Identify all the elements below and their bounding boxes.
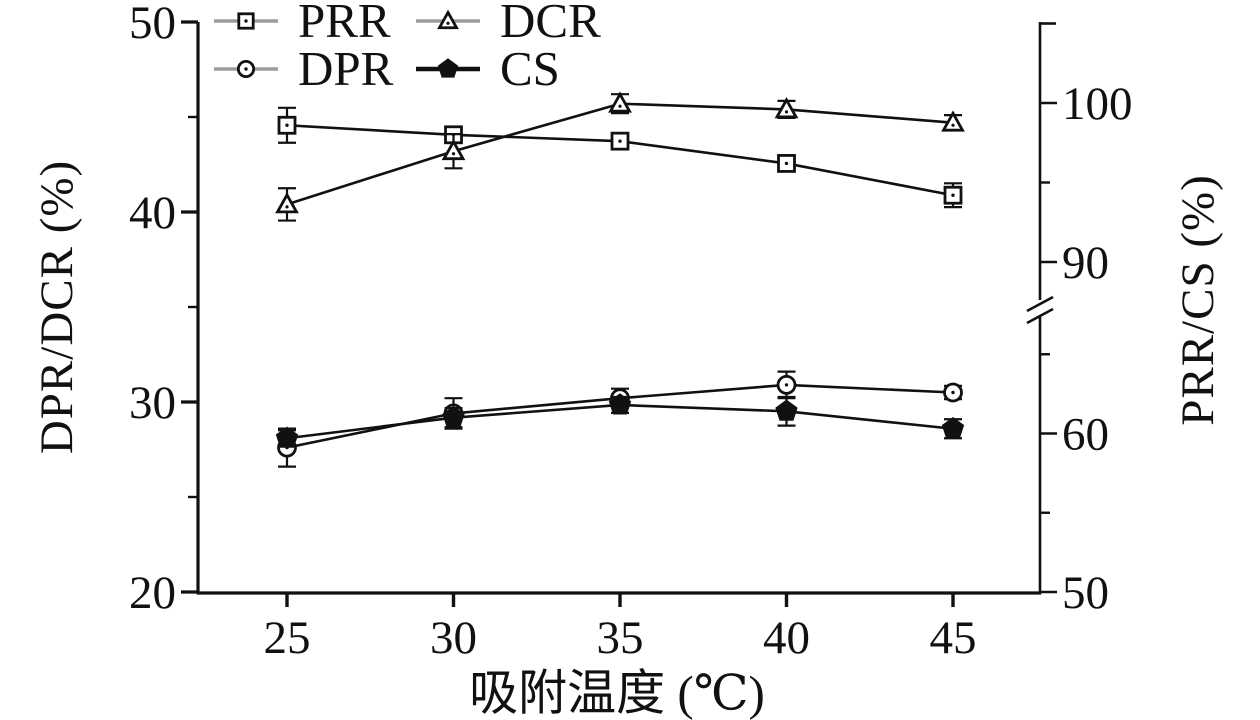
x-tick-label: 25 (264, 612, 311, 664)
legend-entry-dpr: DPR (212, 41, 414, 96)
x-tick-label: 35 (597, 612, 644, 664)
legend-label-dpr: DPR (298, 41, 394, 96)
left-tick-label: 20 (129, 567, 176, 619)
legend-label-cs: CS (500, 41, 560, 96)
legend-marker-prr-icon (214, 12, 278, 30)
series-cs (275, 393, 965, 448)
left-tick-label: 30 (129, 377, 176, 429)
x-axis-title: 吸附温度 (℃) (469, 665, 765, 720)
right-axis-ticks: 50 60 90 100 (1040, 22, 1133, 619)
left-tick-label: 40 (129, 187, 176, 239)
right-tick-label: 90 (1062, 237, 1109, 289)
legend-marker-dcr-icon (416, 9, 480, 30)
x-tick-label: 30 (430, 612, 477, 664)
legend-marker-dpr-icon (214, 59, 278, 79)
legend-entry-prr: PRR (212, 0, 414, 48)
series-prr (277, 106, 963, 209)
legend-label-prr: PRR (298, 0, 391, 48)
x-tick-label: 40 (763, 612, 810, 664)
right-tick-label: 50 (1062, 567, 1109, 619)
right-axis-title: PRR/CS (%) (1172, 174, 1224, 426)
legend: PRR DCR DPR CS (212, 0, 601, 96)
left-axis-title: DPR/DCR (%) (31, 159, 83, 455)
series-dcr (275, 91, 965, 222)
x-tick-label: 45 (930, 612, 977, 664)
right-tick-label: 60 (1062, 409, 1109, 461)
x-axis-ticks: 25 30 35 40 45 (264, 593, 977, 664)
legend-marker-cs-icon (416, 58, 480, 78)
right-tick-label: 100 (1062, 78, 1133, 130)
left-axis-ticks: 20 30 40 50 (129, 0, 198, 619)
legend-label-dcr: DCR (500, 0, 601, 48)
legend-entry-dcr: DCR (414, 0, 601, 48)
legend-entry-cs: CS (414, 41, 601, 96)
left-tick-label: 50 (129, 0, 176, 49)
